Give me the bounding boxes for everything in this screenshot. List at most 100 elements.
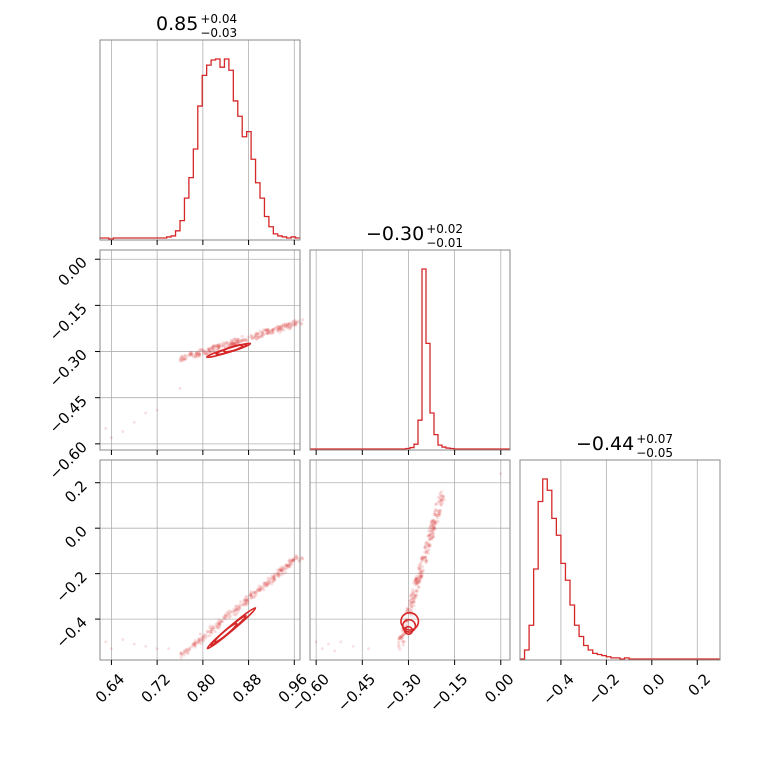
sample-point: [408, 599, 412, 603]
sample-point: [432, 510, 436, 514]
sample-point: [257, 584, 261, 588]
sample-point: [205, 634, 210, 638]
sample-point: [278, 568, 282, 572]
sample-point: [418, 579, 422, 584]
sample-point: [241, 338, 245, 342]
text-layer: 0.85 +0.04−0.03−0.30 +0.02−0.01−0.44 +0.07−…: [46, 12, 714, 715]
sample-point: [193, 638, 197, 643]
sample-point: [253, 334, 258, 338]
sample-point: [251, 336, 256, 340]
sample-point: [271, 579, 275, 584]
sample-point: [415, 581, 419, 585]
outlier-point: [178, 387, 182, 390]
sample-point: [250, 336, 255, 340]
sample-point: [301, 318, 305, 322]
sample-point: [191, 643, 196, 648]
sample-point: [252, 590, 256, 594]
sample-point: [267, 329, 271, 333]
outlier-point: [144, 411, 148, 415]
sample-point: [228, 343, 232, 347]
sample-point: [237, 607, 241, 611]
data-layer: [99, 58, 720, 660]
grid-layer: [100, 40, 698, 660]
sample-point: [300, 557, 304, 561]
sample-point: [238, 340, 242, 344]
sample-point: [428, 542, 432, 547]
sample-point: [278, 326, 282, 330]
sample-point: [244, 602, 248, 606]
sample-point: [244, 600, 248, 605]
sample-point: [430, 535, 435, 539]
sample-point: [432, 525, 437, 530]
sample-point: [418, 575, 422, 579]
hist-panel-p2-frame: [519, 459, 721, 661]
sample-point: [291, 559, 295, 563]
xtick-label-p2-1: −0.2: [585, 670, 623, 708]
outlier-point: [155, 408, 159, 412]
sample-point: [179, 651, 183, 655]
sample-point: [265, 331, 269, 335]
sample-point: [235, 340, 240, 344]
sample-point: [397, 637, 401, 641]
sample-point: [418, 562, 422, 566]
sample-point: [243, 337, 247, 341]
sample-point: [187, 646, 191, 650]
sample-point: [290, 562, 294, 566]
sample-point: [225, 341, 229, 345]
pair-p1-p2-samples: [397, 490, 446, 651]
sample-point: [417, 585, 421, 589]
sample-point: [427, 533, 431, 538]
sample-point: [232, 337, 236, 342]
sample-point: [433, 527, 437, 531]
sample-point: [288, 561, 292, 565]
sample-point: [290, 323, 294, 327]
sample-point: [184, 648, 188, 652]
sample-point: [417, 565, 421, 569]
sample-point: [261, 332, 265, 336]
sample-point: [410, 597, 414, 601]
xtick-label-p2-2: 0.0: [639, 670, 669, 700]
sample-point: [418, 566, 422, 570]
sample-point: [290, 323, 294, 328]
sample-point: [224, 340, 228, 344]
sample-point: [178, 359, 182, 363]
sample-point: [433, 521, 437, 525]
sample-point: [398, 635, 402, 639]
sample-point: [186, 354, 190, 358]
sample-point: [239, 339, 243, 343]
sample-point: [258, 588, 263, 592]
sample-point: [182, 357, 187, 361]
sample-point: [234, 339, 238, 343]
sample-point: [199, 639, 203, 643]
sample-point: [199, 348, 203, 352]
sample-point: [254, 332, 258, 336]
sample-point: [400, 634, 404, 638]
sample-point: [438, 511, 442, 515]
sample-point: [179, 359, 183, 363]
sample-point: [433, 520, 437, 525]
sample-point: [250, 594, 254, 598]
sample-point: [281, 572, 285, 576]
sample-point: [225, 611, 229, 615]
sample-point: [244, 598, 249, 602]
sample-point: [241, 338, 246, 343]
sample-point: [221, 616, 226, 620]
sample-point: [240, 334, 244, 339]
sample-point: [197, 351, 201, 355]
sample-point: [294, 321, 299, 325]
outlier-point: [132, 642, 136, 646]
sample-point: [249, 593, 253, 597]
sample-point: [436, 519, 440, 524]
sample-point: [262, 581, 266, 586]
sample-point: [293, 556, 297, 561]
sample-point: [243, 601, 248, 606]
sample-point: [267, 329, 272, 333]
outlier-point: [367, 647, 370, 651]
sample-point: [398, 636, 402, 640]
sample-point: [424, 558, 428, 563]
sample-point: [440, 501, 444, 505]
sample-point: [217, 620, 221, 625]
sample-point: [436, 495, 440, 500]
sample-point: [400, 636, 404, 640]
sample-point: [215, 343, 219, 347]
